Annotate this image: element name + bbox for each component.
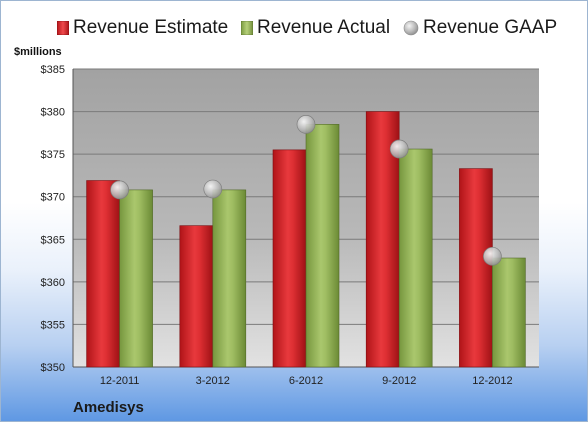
bar-revenue-actual	[492, 257, 526, 368]
y-tick-label: $385	[41, 64, 65, 76]
y-tick-label: $350	[41, 362, 65, 374]
bar-revenue-estimate	[272, 149, 307, 368]
y-tick-label: $360	[41, 277, 65, 289]
legend-swatch-gaap	[403, 20, 419, 36]
legend-label-gaap: Revenue GAAP	[423, 17, 558, 38]
marker-revenue-gaap	[483, 246, 502, 266]
x-tick-label: 12-2012	[472, 375, 512, 387]
bar-revenue-estimate	[86, 180, 120, 368]
legend-label-actual: Revenue Actual	[257, 17, 391, 38]
legend: Revenue Estimate Revenue Actual Revenue …	[1, 17, 587, 41]
y-tick-label: $370	[41, 192, 65, 204]
marker-revenue-gaap	[389, 139, 409, 159]
bar-revenue-actual	[212, 189, 247, 368]
legend-swatch-actual	[241, 21, 253, 35]
legend-item-revenue-estimate: Revenue Estimate	[57, 17, 228, 39]
marker-revenue-gaap	[296, 114, 316, 134]
bar-revenue-estimate	[179, 225, 214, 368]
marker-revenue-gaap	[110, 180, 129, 200]
legend-item-revenue-gaap: Revenue GAAP	[403, 17, 557, 39]
legend-item-revenue-actual: Revenue Actual	[241, 17, 390, 39]
bar-revenue-actual	[398, 148, 433, 368]
x-tick-label: 9-2012	[382, 375, 416, 387]
bar-revenue-estimate	[459, 168, 493, 368]
legend-label-estimate: Revenue Estimate	[73, 17, 229, 38]
y-tick-label: $355	[41, 319, 65, 331]
marker-revenue-gaap	[203, 179, 223, 199]
y-axis-unit-label: $millions	[14, 46, 62, 58]
x-tick-label: 6-2012	[289, 375, 323, 387]
bar-revenue-actual	[305, 124, 340, 368]
y-tick-label: $380	[41, 107, 65, 119]
bar-revenue-actual	[119, 189, 153, 368]
y-tick-label: $375	[41, 149, 65, 161]
legend-swatch-estimate	[57, 21, 69, 35]
y-tick-label: $365	[41, 234, 65, 246]
x-tick-label: 3-2012	[196, 375, 230, 387]
x-tick-label: 12-2011	[100, 375, 140, 387]
company-name: Amedisys	[73, 399, 144, 416]
